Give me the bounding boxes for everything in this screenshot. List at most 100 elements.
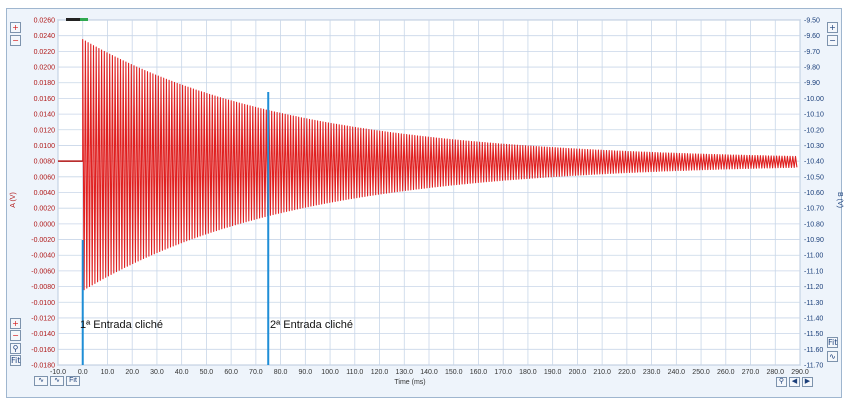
fit-icon[interactable]: Fit bbox=[66, 376, 80, 386]
remove-icon[interactable]: − bbox=[10, 35, 21, 46]
fit-icon[interactable]: Fit bbox=[10, 355, 21, 366]
remove-icon[interactable]: − bbox=[10, 330, 21, 341]
y-tick-label-right: -11.20 bbox=[804, 284, 823, 291]
channel-a-handle[interactable] bbox=[66, 18, 80, 21]
y-tick-label-right: -10.70 bbox=[804, 206, 824, 213]
y-tick-label-left: 0.0180 bbox=[34, 80, 56, 87]
trace-a-waveform bbox=[60, 39, 798, 291]
y-tick-label-right: -10.50 bbox=[804, 174, 824, 181]
y-tick-label-right: -11.30 bbox=[804, 300, 823, 307]
y-tick-label-left: 0.0060 bbox=[34, 174, 56, 181]
x-tick-label: 210.0 bbox=[593, 369, 611, 376]
x-axis-ticks: -10.0 0.0 10.0 20.0 30.0 40.0 50.0 60.0 70.0 80.0… bbox=[50, 369, 809, 376]
channel-b-handle[interactable] bbox=[80, 18, 88, 21]
waveform-icon[interactable]: ∿ bbox=[827, 351, 838, 362]
y-tick-label-left: 0.0200 bbox=[34, 65, 56, 72]
y-tick-label-right: -10.90 bbox=[804, 237, 824, 244]
y-tick-label-right: -10.40 bbox=[804, 159, 824, 166]
y-tick-label-left: -0.0160 bbox=[31, 347, 55, 354]
x-tick-label: 260.0 bbox=[717, 369, 735, 376]
annotation-label-1: 1ª Entrada cliché bbox=[80, 319, 163, 331]
x-tick-label: 230.0 bbox=[643, 369, 661, 376]
x-tick-label: 30.0 bbox=[150, 369, 164, 376]
x-tick-label: 220.0 bbox=[618, 369, 636, 376]
y-tick-label-right: -11.10 bbox=[804, 268, 823, 275]
y-axis-right-label: B (V) bbox=[836, 192, 843, 208]
y-tick-label-right: -10.20 bbox=[804, 127, 824, 134]
y-tick-label-right: -11.00 bbox=[804, 253, 823, 260]
zoom-icon[interactable]: ⚲ bbox=[776, 377, 787, 387]
y-tick-label-right: -11.70 bbox=[804, 363, 823, 370]
x-tick-label: 160.0 bbox=[470, 369, 488, 376]
annotation-label-2: 2ª Entrada cliché bbox=[270, 319, 353, 331]
x-tick-label: 140.0 bbox=[420, 369, 438, 376]
y-tick-label-right: -10.00 bbox=[804, 96, 824, 103]
x-tick-label: 240.0 bbox=[668, 369, 686, 376]
y-axis-left-label: A (V) bbox=[10, 192, 17, 208]
x-tick-label: 270.0 bbox=[742, 369, 760, 376]
y-tick-label-right: -9.60 bbox=[804, 33, 820, 40]
x-tick-label: 70.0 bbox=[249, 369, 263, 376]
y-tick-label-right: -10.80 bbox=[804, 221, 824, 228]
waveform-mode-icon[interactable]: ∿ bbox=[50, 376, 64, 386]
y-tick-label-right: -10.30 bbox=[804, 143, 824, 150]
y-tick-label-left: -0.0040 bbox=[31, 253, 55, 260]
y-tick-label-left: 0.0040 bbox=[34, 190, 56, 197]
zoom-icon[interactable]: ⚲ bbox=[10, 343, 21, 354]
y-tick-label-left: 0.0100 bbox=[34, 143, 56, 150]
x-tick-label: 190.0 bbox=[544, 369, 562, 376]
x-tick-label: 110.0 bbox=[346, 369, 363, 376]
x-tick-label: 40.0 bbox=[175, 369, 189, 376]
x-tick-label: 120.0 bbox=[371, 369, 389, 376]
y-tick-label-right: -11.50 bbox=[804, 331, 823, 338]
y-tick-label-right: -10.10 bbox=[804, 112, 824, 119]
y-tick-label-left: 0.0160 bbox=[34, 96, 56, 103]
x-tick-label: 150.0 bbox=[445, 369, 463, 376]
x-tick-label: 250.0 bbox=[692, 369, 710, 376]
fit-icon[interactable]: Fit bbox=[827, 337, 838, 348]
x-tick-label: 50.0 bbox=[200, 369, 214, 376]
y-tick-label-left: -0.0120 bbox=[31, 315, 55, 322]
x-tick-label: 280.0 bbox=[767, 369, 785, 376]
y-tick-label-left: -0.0020 bbox=[31, 237, 55, 244]
add-icon[interactable]: + bbox=[10, 22, 21, 33]
y-tick-label-right: -11.60 bbox=[804, 347, 823, 354]
x-tick-label: 60.0 bbox=[224, 369, 238, 376]
y-tick-label-left: 0.0120 bbox=[34, 127, 56, 134]
y-tick-label-left: -0.0180 bbox=[31, 363, 55, 370]
y-tick-label-left: -0.0060 bbox=[31, 268, 55, 275]
y-tick-label-left: 0.0220 bbox=[34, 49, 56, 56]
y-tick-label-left: 0.0000 bbox=[34, 221, 56, 228]
y-tick-label-left: 0.0260 bbox=[34, 18, 56, 25]
x-tick-label: 0.0 bbox=[78, 369, 88, 376]
x-tick-label: 180.0 bbox=[519, 369, 537, 376]
arrow-right-icon[interactable]: ▶ bbox=[802, 377, 813, 387]
y-tick-label-left: -0.0140 bbox=[31, 331, 55, 338]
y-tick-label-right: -9.70 bbox=[804, 49, 820, 56]
x-tick-label: -10.0 bbox=[50, 369, 66, 376]
remove-icon[interactable]: − bbox=[827, 35, 838, 46]
x-tick-label: 100.0 bbox=[321, 369, 339, 376]
arrow-left-icon[interactable]: ◀ bbox=[789, 377, 800, 387]
x-tick-label: 10.0 bbox=[101, 369, 115, 376]
y-tick-label-left: -0.0080 bbox=[31, 284, 55, 291]
y-tick-label-right: -9.50 bbox=[804, 18, 820, 25]
y-tick-label-left: -0.0100 bbox=[31, 300, 55, 307]
add-icon[interactable]: + bbox=[827, 22, 838, 33]
x-tick-label: 200.0 bbox=[569, 369, 587, 376]
y-tick-label-right: -9.90 bbox=[804, 80, 820, 87]
add-icon[interactable]: + bbox=[10, 318, 21, 329]
y-tick-label-left: 0.0240 bbox=[34, 33, 56, 40]
trace-a bbox=[58, 39, 798, 291]
waveform-mode-icon[interactable]: ∿ bbox=[34, 376, 48, 386]
y-tick-label-left: 0.0140 bbox=[34, 112, 56, 119]
y-tick-label-left: 0.0020 bbox=[34, 206, 56, 213]
x-tick-label: 20.0 bbox=[125, 369, 139, 376]
x-tick-label: 130.0 bbox=[396, 369, 414, 376]
y-tick-label-right: -9.80 bbox=[804, 65, 820, 72]
y-tick-label-left: 0.0080 bbox=[34, 159, 56, 166]
x-tick-label: 90.0 bbox=[299, 369, 313, 376]
x-tick-label: 290.0 bbox=[791, 369, 809, 376]
